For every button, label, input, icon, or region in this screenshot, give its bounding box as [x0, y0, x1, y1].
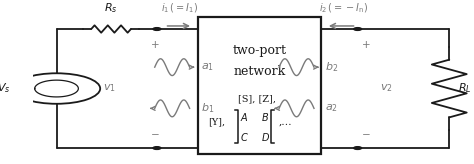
Circle shape	[153, 147, 161, 149]
Text: $C$: $C$	[240, 131, 248, 143]
Text: $b_2$: $b_2$	[325, 60, 338, 74]
Text: $R_s$: $R_s$	[104, 1, 118, 15]
Text: $i_1\,(=I_1)$: $i_1\,(=I_1)$	[161, 2, 199, 15]
Text: ,…: ,…	[278, 118, 292, 127]
Text: $+$: $+$	[150, 39, 160, 50]
Text: [Y],: [Y],	[208, 118, 225, 127]
Bar	[198, 17, 320, 154]
Text: $v_1$: $v_1$	[103, 83, 116, 94]
Text: $a_2$: $a_2$	[325, 102, 338, 114]
Text: $D$: $D$	[261, 131, 270, 143]
Text: [S], [Z],: [S], [Z],	[238, 95, 276, 104]
Text: $-$: $-$	[150, 128, 160, 138]
Circle shape	[354, 147, 362, 149]
Circle shape	[354, 28, 362, 30]
Text: $b_1$: $b_1$	[201, 102, 214, 115]
Text: $+$: $+$	[361, 39, 371, 50]
Text: $v_2$: $v_2$	[380, 83, 392, 94]
Text: $R_L$: $R_L$	[458, 82, 472, 95]
Text: $i_2\,(=-I_{\rm n})$: $i_2\,(=-I_{\rm n})$	[319, 2, 368, 15]
Text: two-port: two-port	[232, 44, 286, 57]
Text: $a_1$: $a_1$	[201, 61, 214, 73]
Text: $V_s$: $V_s$	[0, 82, 11, 95]
Circle shape	[153, 28, 161, 30]
Text: $-$: $-$	[361, 128, 371, 138]
Text: $B$: $B$	[261, 111, 269, 123]
Text: network: network	[233, 65, 285, 78]
Text: $A$: $A$	[240, 111, 248, 123]
